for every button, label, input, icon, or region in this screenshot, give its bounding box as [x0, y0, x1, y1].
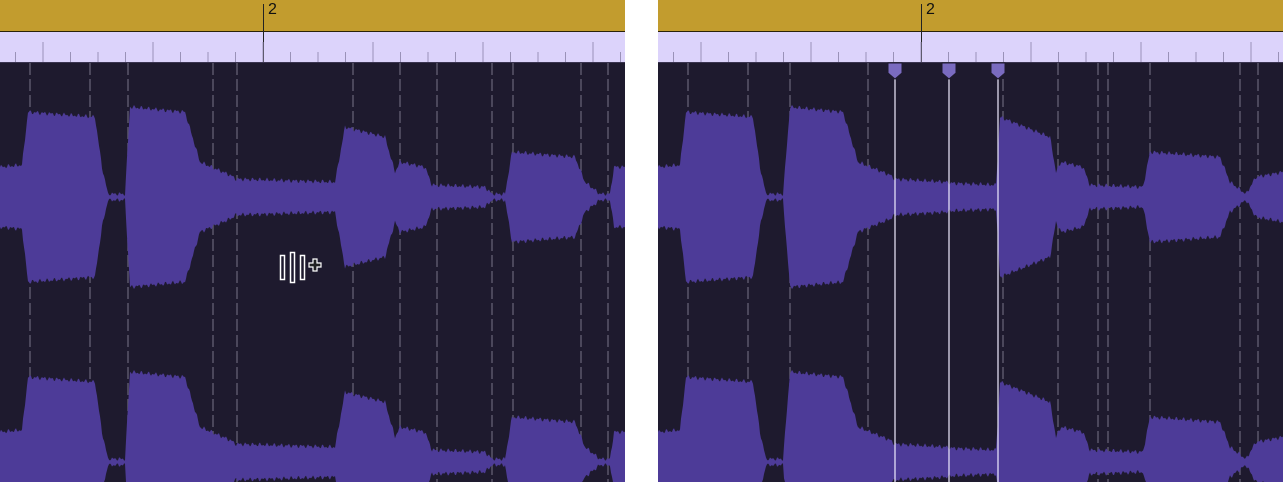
- bar-line: [263, 4, 264, 62]
- flex-marker-handle: [887, 62, 903, 80]
- audio-editor-after[interactable]: 2: [658, 0, 1283, 482]
- flex-marker-handle: [990, 62, 1006, 80]
- bar-ruler[interactable]: [658, 0, 1283, 32]
- flex-marker-add-cursor-icon: [279, 251, 322, 284]
- audio-editor-before[interactable]: 2: [0, 0, 625, 482]
- beat-ruler[interactable]: [0, 32, 625, 63]
- waveform-channel: [658, 104, 1283, 290]
- bar-line: [921, 4, 922, 62]
- waveform[interactable]: [0, 0, 625, 482]
- bar-number: 2: [926, 1, 935, 18]
- waveform-channel: [658, 369, 1283, 482]
- flex-marker-handle: [941, 62, 957, 80]
- waveform[interactable]: [658, 0, 1283, 482]
- waveform-channel: [0, 370, 625, 482]
- waveform-channel: [0, 105, 625, 289]
- beat-ruler[interactable]: [658, 32, 1283, 63]
- bar-ruler[interactable]: [0, 0, 625, 32]
- bar-number: 2: [268, 1, 277, 18]
